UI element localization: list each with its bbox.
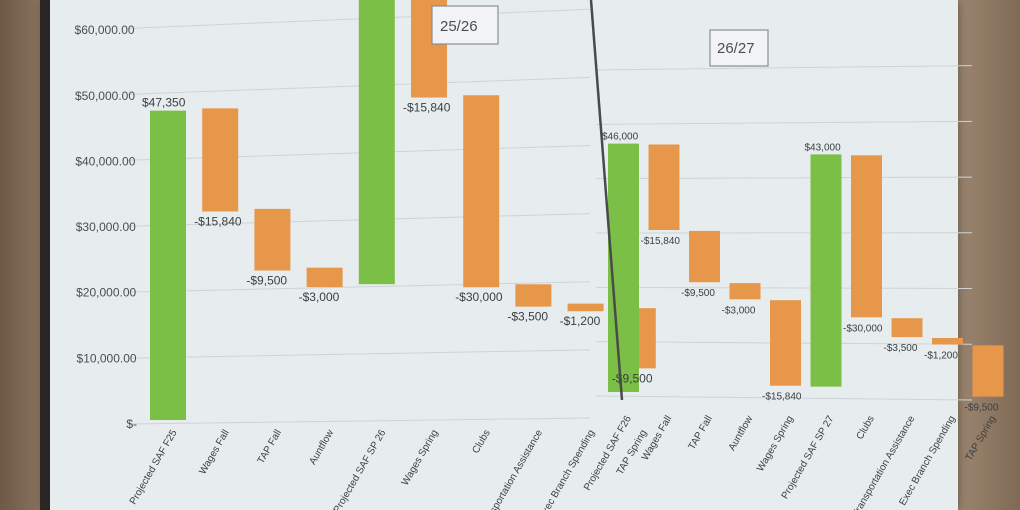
data-label: -$30,000 bbox=[843, 323, 883, 334]
x-axis-label: Auntflow bbox=[307, 427, 336, 466]
gridline bbox=[595, 395, 973, 401]
data-label: $46,000 bbox=[602, 132, 639, 143]
total-bar bbox=[608, 143, 639, 392]
data-label: $47,350 bbox=[142, 96, 186, 110]
gridline bbox=[595, 65, 973, 71]
decrease-bar bbox=[770, 300, 801, 386]
year-box-2627: 26/27 bbox=[709, 29, 769, 67]
decrease-bar bbox=[729, 283, 761, 300]
x-axis-label: Projected SAF SP 26 bbox=[332, 428, 389, 510]
year-box-2526-frame bbox=[431, 5, 499, 45]
data-labels: $47,350-$15,840-$9,500-$3,000$44,450-$15… bbox=[142, 96, 999, 414]
decrease-bar bbox=[567, 303, 604, 312]
screen-edge bbox=[40, 0, 50, 510]
data-label: -$9,500 bbox=[681, 288, 715, 299]
bars bbox=[150, 0, 1004, 420]
x-axis-label: Wages Fall bbox=[197, 428, 231, 477]
y-tick-label: $10,000.00 bbox=[77, 351, 137, 365]
gridline bbox=[595, 120, 973, 125]
data-label: -$15,840 bbox=[194, 215, 242, 229]
decrease-bar bbox=[972, 345, 1004, 397]
wall-left bbox=[0, 0, 44, 510]
data-label: -$15,840 bbox=[641, 236, 681, 247]
x-axis-labels: Projected SAF F25 Wages Fall TAP Fall Auntf… bbox=[128, 413, 999, 510]
year-label-2627: 26/27 bbox=[717, 40, 755, 57]
data-label: -$9,500 bbox=[246, 274, 287, 288]
decrease-bar bbox=[202, 108, 239, 212]
x-axis-label: Clubs bbox=[470, 428, 492, 456]
data-label: -$3,000 bbox=[722, 305, 756, 316]
x-axis-label: TAP Spring bbox=[964, 414, 999, 463]
decrease-bar bbox=[648, 144, 680, 231]
y-tick-label: $- bbox=[126, 417, 137, 431]
total-bar bbox=[810, 154, 842, 387]
x-axis-label: Wages Spring bbox=[755, 414, 796, 474]
decrease-bar bbox=[891, 318, 923, 338]
wall-right bbox=[958, 0, 1020, 510]
projection-screen bbox=[44, 0, 958, 510]
chart-divider bbox=[589, 0, 624, 401]
y-tick-label: $30,000.00 bbox=[76, 220, 136, 234]
data-label: -$3,000 bbox=[299, 290, 340, 304]
data-label: -$15,840 bbox=[762, 392, 802, 403]
data-label: -$3,500 bbox=[884, 343, 918, 354]
y-tick-label: $50,000.00 bbox=[75, 89, 135, 103]
decrease-bar bbox=[515, 284, 552, 307]
year-box-2627-frame bbox=[709, 29, 769, 67]
y-axis-ticks: $- $10,000.00 $20,000.00 $30,000.00 $40,000.… bbox=[75, 23, 137, 431]
y-tick-label: $60,000.00 bbox=[75, 23, 135, 37]
decrease-bar bbox=[254, 208, 291, 271]
data-label: -$9,500 bbox=[612, 371, 653, 385]
data-label: -$9,500 bbox=[965, 403, 999, 414]
x-axis-label: Wages Spring bbox=[400, 428, 441, 488]
y-tick-label: $40,000.00 bbox=[75, 154, 135, 168]
x-axis-label: TAP Fall bbox=[256, 428, 284, 466]
decrease-bar bbox=[932, 337, 963, 345]
x-axis-label: Auntflow bbox=[727, 413, 756, 452]
x-axis-label: TAP Fall bbox=[687, 414, 715, 452]
decrease-bar bbox=[851, 155, 882, 318]
decrease-bar bbox=[689, 230, 720, 283]
x-axis-label: Exec Branch Spending bbox=[537, 428, 597, 510]
year-label-2526: 25/26 bbox=[440, 18, 478, 35]
data-label: $43,000 bbox=[805, 142, 842, 153]
y-tick-label: $20,000.00 bbox=[76, 286, 136, 300]
data-label: -$15,840 bbox=[403, 101, 451, 115]
decrease-bar bbox=[306, 267, 343, 288]
decrease-bar bbox=[463, 95, 500, 288]
data-label: -$1,200 bbox=[560, 314, 601, 328]
data-label: -$30,000 bbox=[455, 290, 503, 304]
gridline bbox=[127, 417, 591, 425]
total-bar bbox=[150, 110, 186, 420]
year-box-2526: 25/26 bbox=[431, 5, 499, 45]
total-bar bbox=[358, 0, 395, 285]
gridline bbox=[127, 281, 591, 293]
gridline bbox=[595, 286, 973, 290]
x-axis-label: Clubs bbox=[855, 414, 877, 442]
data-label: -$3,500 bbox=[507, 310, 548, 324]
data-label: -$1,200 bbox=[924, 350, 958, 361]
gridline bbox=[127, 349, 591, 359]
x-axis-label: Projected SAF F25 bbox=[128, 428, 180, 507]
